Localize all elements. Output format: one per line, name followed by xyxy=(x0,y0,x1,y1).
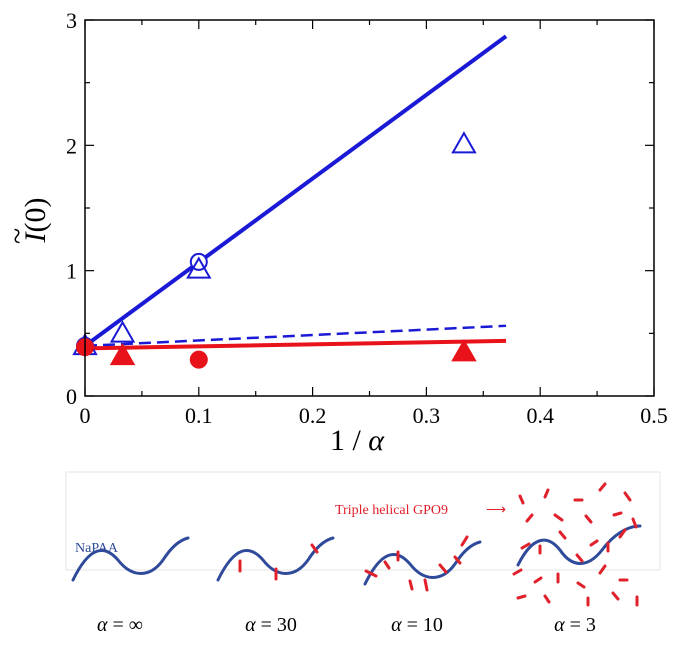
alpha-label-3: α = 10 xyxy=(391,614,443,636)
x-axis-label: 1 / α xyxy=(330,424,385,457)
y-axis-symbol: I xyxy=(19,230,52,243)
gpo-helix xyxy=(612,511,623,517)
gpo-helix xyxy=(383,560,391,570)
gpo-helix xyxy=(520,542,531,550)
gpo-helix xyxy=(543,488,550,499)
gpo-helices xyxy=(238,482,639,607)
gpo-helix xyxy=(516,594,527,600)
data-point-open-triangle xyxy=(109,320,136,343)
dashed-fit-line xyxy=(84,324,507,348)
fit-lines xyxy=(83,34,508,351)
gpo-helix xyxy=(631,517,638,529)
x-tick-label: 0.2 xyxy=(299,403,327,428)
y-tick-labels: 0 1 2 3 xyxy=(66,8,77,409)
gpo-helix xyxy=(408,579,414,591)
x-tick-label: 0.5 xyxy=(640,403,668,428)
gpo-label: Triple helical GPO9 xyxy=(335,503,448,518)
chain-alpha-3 xyxy=(516,524,642,567)
y-axis-label: I(0) ~ xyxy=(1,198,52,245)
gpo-helix xyxy=(553,513,564,522)
gpo-helix xyxy=(533,576,543,584)
x-tick-label: 0.1 xyxy=(185,403,213,428)
gpo-helix xyxy=(423,578,429,592)
fit-line xyxy=(83,34,508,348)
plot-area: 0 0.1 0.2 0.3 0.4 0.5 0 1 2 3 xyxy=(66,8,668,428)
gpo-helix xyxy=(525,513,534,523)
x-tick-labels: 0 0.1 0.2 0.3 0.4 0.5 xyxy=(80,403,668,428)
data-point-open-triangle xyxy=(451,131,477,154)
gpo-helix xyxy=(623,491,632,502)
gpo-helix xyxy=(364,569,378,578)
data-point-open-triangle xyxy=(186,256,212,279)
x-tick-label: 0.3 xyxy=(413,403,441,428)
y-tick-label: 2 xyxy=(66,133,77,158)
svg-text:I(0): I(0) xyxy=(19,198,52,244)
gpo-helix xyxy=(438,563,448,574)
x-tick-label: 0 xyxy=(80,403,91,428)
gpo-helix xyxy=(453,555,462,565)
gpo-helix xyxy=(598,482,607,492)
gpo-arrow-icon: ⟶ xyxy=(486,503,506,518)
y-tick-label: 0 xyxy=(66,384,77,409)
chain-alpha-10 xyxy=(363,540,482,586)
data-point-filled-triangle xyxy=(109,342,136,366)
y-tick-label: 1 xyxy=(66,259,77,284)
y-tick-label: 3 xyxy=(66,8,77,33)
gpo-helix xyxy=(518,494,525,505)
polymer-chains xyxy=(71,524,642,586)
axis-ticks xyxy=(84,19,655,397)
gpo-helix xyxy=(558,530,567,540)
gpo-helix xyxy=(589,539,599,547)
chain-alpha-infinity xyxy=(71,536,190,582)
gpo-helix xyxy=(512,568,523,576)
chain-alpha-30 xyxy=(216,536,335,582)
gpo-helix xyxy=(611,591,620,601)
gpo-helix xyxy=(310,543,319,554)
data-point-filled-circle xyxy=(189,350,208,369)
alpha-label-4: α = 3 xyxy=(554,614,596,636)
schematic-panel: NaPAA Triple helical GPO9 ⟶ xyxy=(65,471,661,636)
gpo-helix xyxy=(576,581,586,589)
fit-line xyxy=(84,338,507,351)
alpha-label-2: α = 30 xyxy=(245,614,297,636)
gpo-helix xyxy=(543,594,551,604)
gpo-helix xyxy=(460,535,469,547)
plot-frame xyxy=(84,19,655,397)
gpo-helix xyxy=(598,564,607,575)
x-tick-label: 0.4 xyxy=(526,403,554,428)
data-point-filled-triangle xyxy=(451,339,477,362)
alpha-label-1: α = ∞ xyxy=(97,614,143,636)
gpo-helix xyxy=(575,553,584,563)
data-markers xyxy=(72,131,477,369)
gpo-helix xyxy=(618,528,627,539)
y-axis-argument: (0) xyxy=(19,198,52,233)
schematic-frame xyxy=(65,471,661,571)
y-axis-tilde: ~ xyxy=(1,228,34,244)
gpo-helix xyxy=(584,514,593,524)
